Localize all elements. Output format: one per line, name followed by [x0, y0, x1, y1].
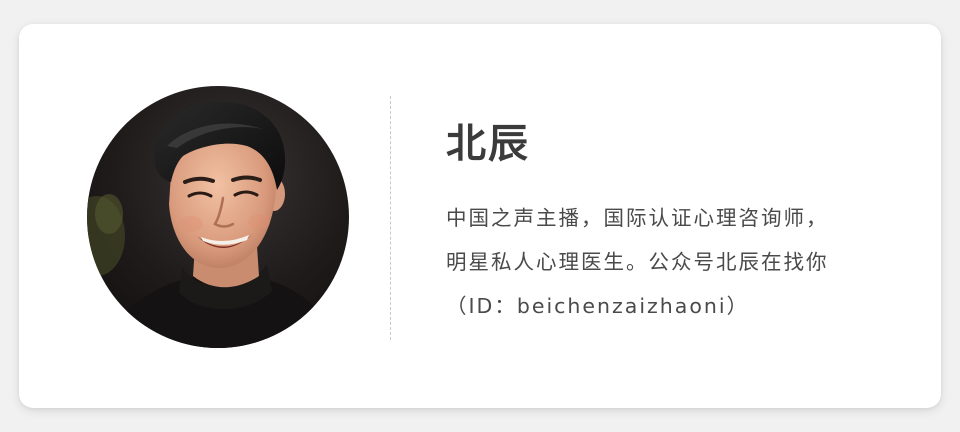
profile-bio: 中国之声主播，国际认证心理咨询师， 明星私人心理医生。公众号北辰在找你 （ID：… — [446, 196, 916, 328]
bio-line: 中国之声主播，国际认证心理咨询师， — [446, 206, 829, 230]
vertical-divider — [390, 96, 391, 340]
profile-card: 北辰 中国之声主播，国际认证心理咨询师， 明星私人心理医生。公众号北辰在找你 （… — [19, 24, 941, 408]
profile-name: 北辰 — [446, 121, 530, 167]
bio-line: 明星私人心理医生。公众号北辰在找你 — [446, 250, 829, 274]
bio-line: （ID：beichenzaizhaoni） — [446, 294, 750, 318]
avatar — [87, 86, 349, 348]
